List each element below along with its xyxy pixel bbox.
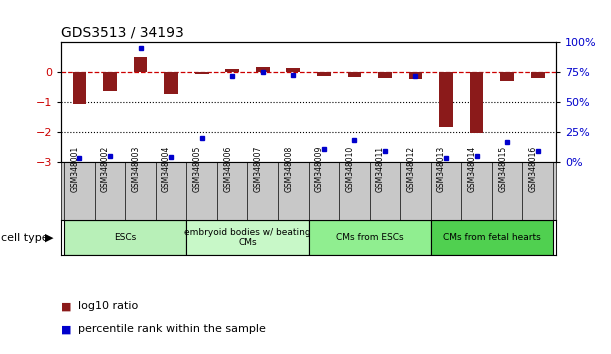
Text: ■: ■: [61, 324, 71, 334]
Bar: [195, 72, 208, 74]
Text: CMs from fetal hearts: CMs from fetal hearts: [443, 233, 541, 242]
Bar: [64, 220, 186, 255]
Text: percentile rank within the sample: percentile rank within the sample: [78, 324, 266, 334]
Text: ESCs: ESCs: [114, 233, 136, 242]
Bar: [309, 220, 431, 255]
Text: GSM348007: GSM348007: [254, 146, 263, 192]
Text: GSM348004: GSM348004: [162, 146, 171, 192]
Bar: [317, 72, 331, 76]
Text: log10 ratio: log10 ratio: [78, 301, 139, 311]
Text: GSM348014: GSM348014: [467, 146, 477, 192]
Text: GSM348011: GSM348011: [376, 146, 385, 192]
Bar: [409, 72, 422, 79]
Text: GSM348003: GSM348003: [131, 146, 141, 192]
Text: embryoid bodies w/ beating
CMs: embryoid bodies w/ beating CMs: [184, 228, 311, 247]
Bar: [225, 69, 239, 72]
Text: ▶: ▶: [45, 233, 53, 242]
Bar: [348, 72, 361, 78]
Bar: [256, 67, 269, 72]
Text: GDS3513 / 34193: GDS3513 / 34193: [61, 26, 184, 40]
Bar: [500, 72, 514, 81]
Bar: [439, 72, 453, 127]
Text: GSM348016: GSM348016: [529, 146, 538, 192]
Text: GSM348009: GSM348009: [315, 146, 324, 192]
Text: GSM348012: GSM348012: [406, 146, 415, 192]
Bar: [73, 72, 86, 104]
Text: GSM348001: GSM348001: [70, 146, 79, 192]
Text: GSM348006: GSM348006: [223, 146, 232, 192]
Bar: [103, 72, 117, 91]
Bar: [531, 72, 544, 78]
Text: GSM348002: GSM348002: [101, 146, 110, 192]
Bar: [431, 220, 553, 255]
Bar: [134, 57, 147, 72]
Bar: [470, 72, 483, 133]
Bar: [164, 72, 178, 94]
Text: GSM348015: GSM348015: [498, 146, 507, 192]
Text: GSM348013: GSM348013: [437, 146, 446, 192]
Bar: [378, 72, 392, 78]
Text: GSM348008: GSM348008: [284, 146, 293, 192]
Text: GSM348005: GSM348005: [192, 146, 202, 192]
Text: cell type: cell type: [1, 233, 49, 242]
Text: CMs from ESCs: CMs from ESCs: [336, 233, 403, 242]
Text: GSM348010: GSM348010: [345, 146, 354, 192]
Bar: [287, 68, 300, 72]
Text: ■: ■: [61, 301, 71, 311]
Bar: [186, 220, 309, 255]
